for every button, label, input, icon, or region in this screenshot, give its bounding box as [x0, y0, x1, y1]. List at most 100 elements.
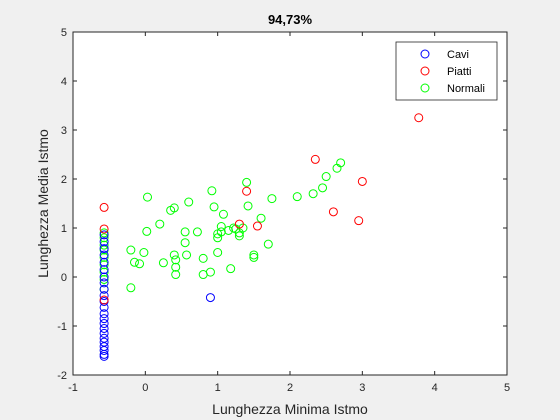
data-point-normali — [180, 227, 190, 237]
data-point-cavi — [99, 302, 109, 312]
legend: Cavi Piatti Normali — [395, 41, 498, 101]
data-point-normali — [216, 222, 226, 232]
data-point-cavi — [99, 314, 109, 324]
y-tick-label: 1 — [61, 223, 67, 235]
x-tick-label: -1 — [68, 382, 78, 394]
data-point-cavi — [99, 323, 109, 333]
data-point-cavi — [99, 351, 109, 361]
data-point-normali — [213, 248, 223, 257]
data-point-normali — [321, 172, 331, 182]
data-point-normali — [129, 257, 139, 267]
data-point-normali — [263, 239, 273, 249]
data-point-piatti — [99, 224, 109, 234]
x-axis-label: Lunghezza Minima Istmo — [212, 401, 368, 417]
data-point-cavi — [99, 309, 109, 319]
legend-marker-cavi — [420, 49, 430, 59]
legend-label-piatti: Piatti — [447, 66, 471, 78]
data-point-normali — [180, 238, 190, 248]
data-point-normali — [216, 227, 226, 237]
data-point-cavi — [99, 265, 109, 275]
data-point-normali — [243, 201, 253, 211]
data-point-normali — [99, 252, 109, 262]
y-tick-label: -1 — [57, 321, 67, 333]
data-point-normali — [126, 283, 136, 293]
data-point-normali — [182, 250, 192, 260]
legend-marker-normali — [420, 83, 430, 93]
data-point-normali — [267, 194, 277, 204]
data-point-normali — [135, 259, 145, 269]
data-point-normali — [126, 245, 136, 255]
data-point-normali — [171, 270, 181, 280]
data-point-piatti — [328, 207, 338, 217]
data-point-normali — [256, 213, 266, 223]
data-point-normali — [224, 225, 234, 235]
legend-label-normali: Normali — [447, 83, 485, 95]
data-point-normali — [184, 197, 194, 207]
data-point-normali — [99, 267, 109, 277]
data-point-normali — [308, 189, 318, 199]
data-point-cavi — [205, 293, 215, 303]
y-tick-label: 0 — [61, 272, 67, 284]
data-point-cavi — [99, 284, 109, 294]
data-point-normali — [292, 192, 302, 202]
data-point-piatti — [234, 219, 244, 229]
data-point-cavi — [99, 291, 109, 301]
data-point-normali — [139, 248, 149, 257]
data-point-piatti — [252, 221, 262, 231]
data-point-piatti — [99, 295, 109, 305]
data-point-normali — [169, 250, 179, 260]
x-tick-label: 3 — [359, 382, 365, 394]
data-point-piatti — [310, 154, 320, 164]
x-tick-label: 4 — [432, 382, 438, 394]
data-point-piatti — [99, 202, 109, 212]
data-point-normali — [318, 183, 328, 193]
x-tick-label: 1 — [215, 382, 221, 394]
x-tick-label: 5 — [504, 382, 510, 394]
y-tick-label: 2 — [61, 174, 67, 186]
data-point-cavi — [99, 237, 109, 247]
legend-label-cavi: Cavi — [447, 49, 469, 61]
data-point-normali — [209, 202, 219, 212]
data-point-normali — [99, 240, 109, 250]
data-point-cavi — [99, 346, 109, 355]
data-point-cavi — [99, 244, 109, 254]
axes-frame — [72, 31, 508, 376]
y-axis-label: Lunghezza Media Istmo — [35, 129, 51, 278]
data-point-normali — [99, 260, 109, 270]
data-point-cavi — [99, 250, 109, 260]
data-point-piatti — [354, 216, 364, 226]
data-point-normali — [158, 258, 168, 268]
legend-box — [395, 41, 498, 101]
data-point-cavi — [99, 230, 109, 240]
x-tick-label: 0 — [142, 382, 148, 394]
data-point-normali — [205, 267, 215, 277]
data-point-normali — [143, 192, 153, 202]
data-point-normali — [99, 274, 109, 284]
legend-items: Cavi Piatti Normali — [420, 49, 485, 95]
data-point-cavi — [99, 328, 109, 338]
data-point-normali — [171, 255, 181, 265]
data-point-normali — [169, 203, 179, 213]
data-point-normali — [242, 177, 252, 187]
data-point-piatti — [357, 176, 367, 186]
data-point-normali — [198, 253, 208, 263]
data-point-normali — [249, 252, 259, 262]
data-point-normali — [207, 186, 217, 196]
data-point-cavi — [99, 319, 109, 329]
data-point-normali — [234, 231, 244, 241]
data-point-normali — [336, 158, 346, 168]
x-tick-label: 2 — [287, 382, 293, 394]
points-layer — [99, 113, 424, 361]
data-point-piatti — [242, 186, 252, 196]
data-point-normali — [142, 226, 152, 236]
data-point-normali — [171, 262, 181, 272]
y-tick-label: 5 — [61, 27, 67, 39]
y-tick-label: 3 — [61, 125, 67, 137]
data-point-cavi — [99, 272, 109, 282]
data-point-cavi — [99, 257, 109, 267]
y-tick-label: 4 — [61, 76, 67, 88]
data-point-normali — [155, 219, 165, 229]
